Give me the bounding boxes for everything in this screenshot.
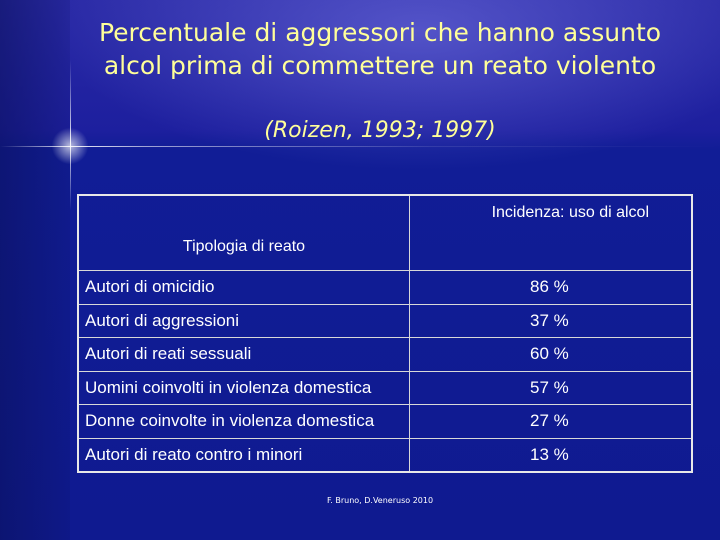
row-type: Autori di reato contro i minori (77, 437, 410, 473)
slide-title: Percentuale di aggressori che hanno assu… (98, 18, 662, 80)
row-type: Uomini coinvolti in violenza domestica (77, 370, 410, 405)
row-value: 57 % (409, 370, 693, 405)
row-type: Autori di omicidio (77, 270, 410, 305)
table-row: Autori di reati sessuali 60 % (77, 337, 693, 372)
table-row: Donne coinvolte in violenza domestica 27… (77, 404, 693, 439)
left-shade-band (0, 0, 70, 540)
header-incidence: Incidenza: uso di alcol (409, 194, 693, 271)
table-header-row: Tipologia di reato Incidenza: uso di alc… (77, 194, 693, 271)
slide-subtitle: (Roizen, 1993; 1997) (264, 118, 496, 143)
row-value: 37 % (409, 303, 693, 338)
row-value: 60 % (409, 337, 693, 372)
row-value: 13 % (409, 437, 693, 473)
table-row: Autori di reato contro i minori 13 % (77, 437, 693, 473)
row-type: Donne coinvolte in violenza domestica (77, 404, 410, 439)
row-value: 86 % (409, 270, 693, 305)
table-row: Autori di omicidio 86 % (77, 270, 693, 305)
row-value: 27 % (409, 404, 693, 439)
decorative-horizontal-line (0, 146, 720, 147)
header-type: Tipologia di reato (77, 194, 410, 271)
row-type: Autori di reati sessuali (77, 337, 410, 372)
decorative-sparkle (50, 126, 90, 166)
footer-credit: F. Bruno, D.Veneruso 2010 (326, 496, 434, 505)
incidence-table: Tipologia di reato Incidenza: uso di alc… (77, 194, 693, 473)
table-row: Uomini coinvolti in violenza domestica 5… (77, 370, 693, 405)
row-type: Autori di aggressioni (77, 303, 410, 338)
table-row: Autori di aggressioni 37 % (77, 303, 693, 338)
